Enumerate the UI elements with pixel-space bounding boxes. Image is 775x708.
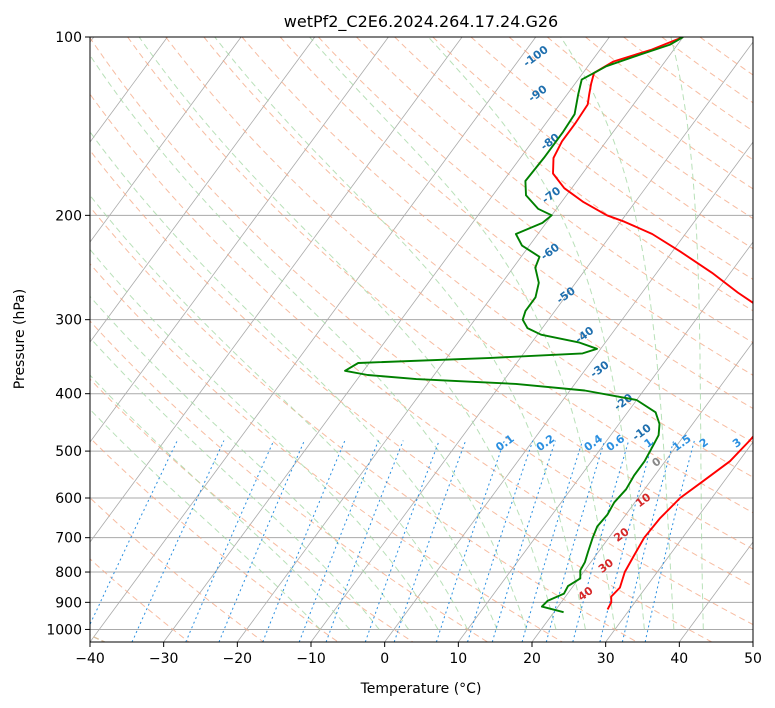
moist-adiabat xyxy=(90,408,321,630)
y-tick-label: 400 xyxy=(55,387,82,403)
dry-adiabat xyxy=(508,37,753,220)
y-tick-label: 300 xyxy=(55,313,82,329)
x-tick-label: 20 xyxy=(523,651,541,667)
dry-adiabat xyxy=(241,37,753,444)
isotherm-line xyxy=(90,37,537,642)
dry-adiabat xyxy=(90,149,712,642)
y-axis-ticks: 100 200 300 400 500 600 700 800 900 1000 xyxy=(46,30,90,638)
profile-lines xyxy=(344,37,753,614)
x-tick-label: 40 xyxy=(670,651,688,667)
plot-frame xyxy=(89,36,754,643)
mixing-ratio-line xyxy=(185,440,275,642)
dry-adiabat xyxy=(279,37,753,410)
moist-adiabat xyxy=(309,37,616,630)
x-tick-label: 0 xyxy=(380,651,389,667)
isotherm-line xyxy=(90,37,168,143)
moist-adiabat xyxy=(560,37,675,630)
mixing-ratio-line xyxy=(521,440,584,642)
isotherm-line xyxy=(163,37,610,642)
x-tick-label: 30 xyxy=(597,651,615,667)
isotherm-line xyxy=(605,441,753,642)
isotherm-line xyxy=(384,141,753,642)
mixing-ratio-line xyxy=(599,440,654,642)
mixing-ratio-line xyxy=(90,440,178,626)
moist-adiabat xyxy=(90,54,527,630)
moist-adiabat xyxy=(138,37,557,630)
y-tick-label: 900 xyxy=(55,595,82,611)
dry-adiabat xyxy=(318,37,753,376)
dry-adiabat xyxy=(90,206,638,642)
moist-adiabat xyxy=(90,131,498,630)
mixing-ratio-line xyxy=(393,440,467,642)
moist-adiabat xyxy=(670,37,704,630)
background-lines xyxy=(90,37,753,642)
dry-adiabat xyxy=(432,37,753,281)
moist-adiabat xyxy=(90,295,410,630)
moist-adiabat xyxy=(214,37,586,630)
y-tick-label: 1000 xyxy=(46,622,82,638)
y-tick-label: 100 xyxy=(55,30,82,46)
x-tick-label: 10 xyxy=(449,651,467,667)
isotherm-line xyxy=(90,37,242,243)
mixing-ratio-line xyxy=(298,440,379,642)
isotherm-line xyxy=(90,37,389,443)
x-tick-label: 50 xyxy=(744,651,762,667)
dry-adiabat xyxy=(165,37,753,514)
x-tick-label: −30 xyxy=(149,651,179,667)
y-tick-label: 800 xyxy=(55,565,82,581)
isotherm-line xyxy=(237,37,684,642)
dry-adiabat xyxy=(90,320,488,642)
isotherm-line xyxy=(90,37,316,343)
y-axis-title: Pressure (hPa) xyxy=(12,289,28,389)
mixing-ratio-line xyxy=(131,440,225,642)
dry-adiabat xyxy=(90,262,563,642)
y-tick-label: 500 xyxy=(55,444,82,460)
mixing-ratio-line xyxy=(491,440,556,642)
isotherm-line xyxy=(531,341,753,642)
x-axis-title: Temperature (°C) xyxy=(360,681,482,697)
y-tick-label: 600 xyxy=(55,491,82,507)
x-axis-ticks: −40 −30 −20 −10 0 10 20 30 40 50 xyxy=(75,642,762,667)
dry-adiabat xyxy=(394,37,753,312)
isotherm-line xyxy=(90,37,463,543)
mixing-ratio-line xyxy=(364,440,440,642)
dry-adiabat xyxy=(356,37,753,344)
moist-adiabat xyxy=(90,194,469,630)
mixing-ratio-line xyxy=(467,440,534,642)
mixing-ratio-line xyxy=(621,440,675,642)
dry-adiabat xyxy=(546,37,753,190)
mixing-ratio-line xyxy=(262,440,346,642)
temperature-line xyxy=(552,37,753,610)
mixing-ratio-line xyxy=(325,440,404,642)
dry-adiabat xyxy=(90,93,753,626)
mixing-ratio-line xyxy=(644,440,695,642)
mixing-ratio-line xyxy=(572,440,630,642)
mixing-ratio-line xyxy=(218,440,305,642)
x-tick-label: −20 xyxy=(223,651,253,667)
chart-title: wetPf2_C2E6.2024.264.17.24.G26 xyxy=(284,12,558,32)
moist-adiabat xyxy=(90,374,351,630)
isotherm-line xyxy=(310,41,753,642)
mixing-ratio-line xyxy=(545,440,606,642)
dewpoint-line xyxy=(344,37,684,614)
mixing-ratio-line xyxy=(435,440,505,642)
x-tick-label: −10 xyxy=(296,651,326,667)
moist-adiabat xyxy=(90,337,380,630)
dry-adiabat xyxy=(203,37,753,478)
y-tick-label: 200 xyxy=(55,208,82,224)
x-tick-label: −40 xyxy=(75,651,105,667)
dry-adiabat xyxy=(90,497,264,642)
y-tick-label: 700 xyxy=(55,531,82,547)
isotherm-line xyxy=(458,241,753,642)
moist-adiabat xyxy=(427,37,645,630)
